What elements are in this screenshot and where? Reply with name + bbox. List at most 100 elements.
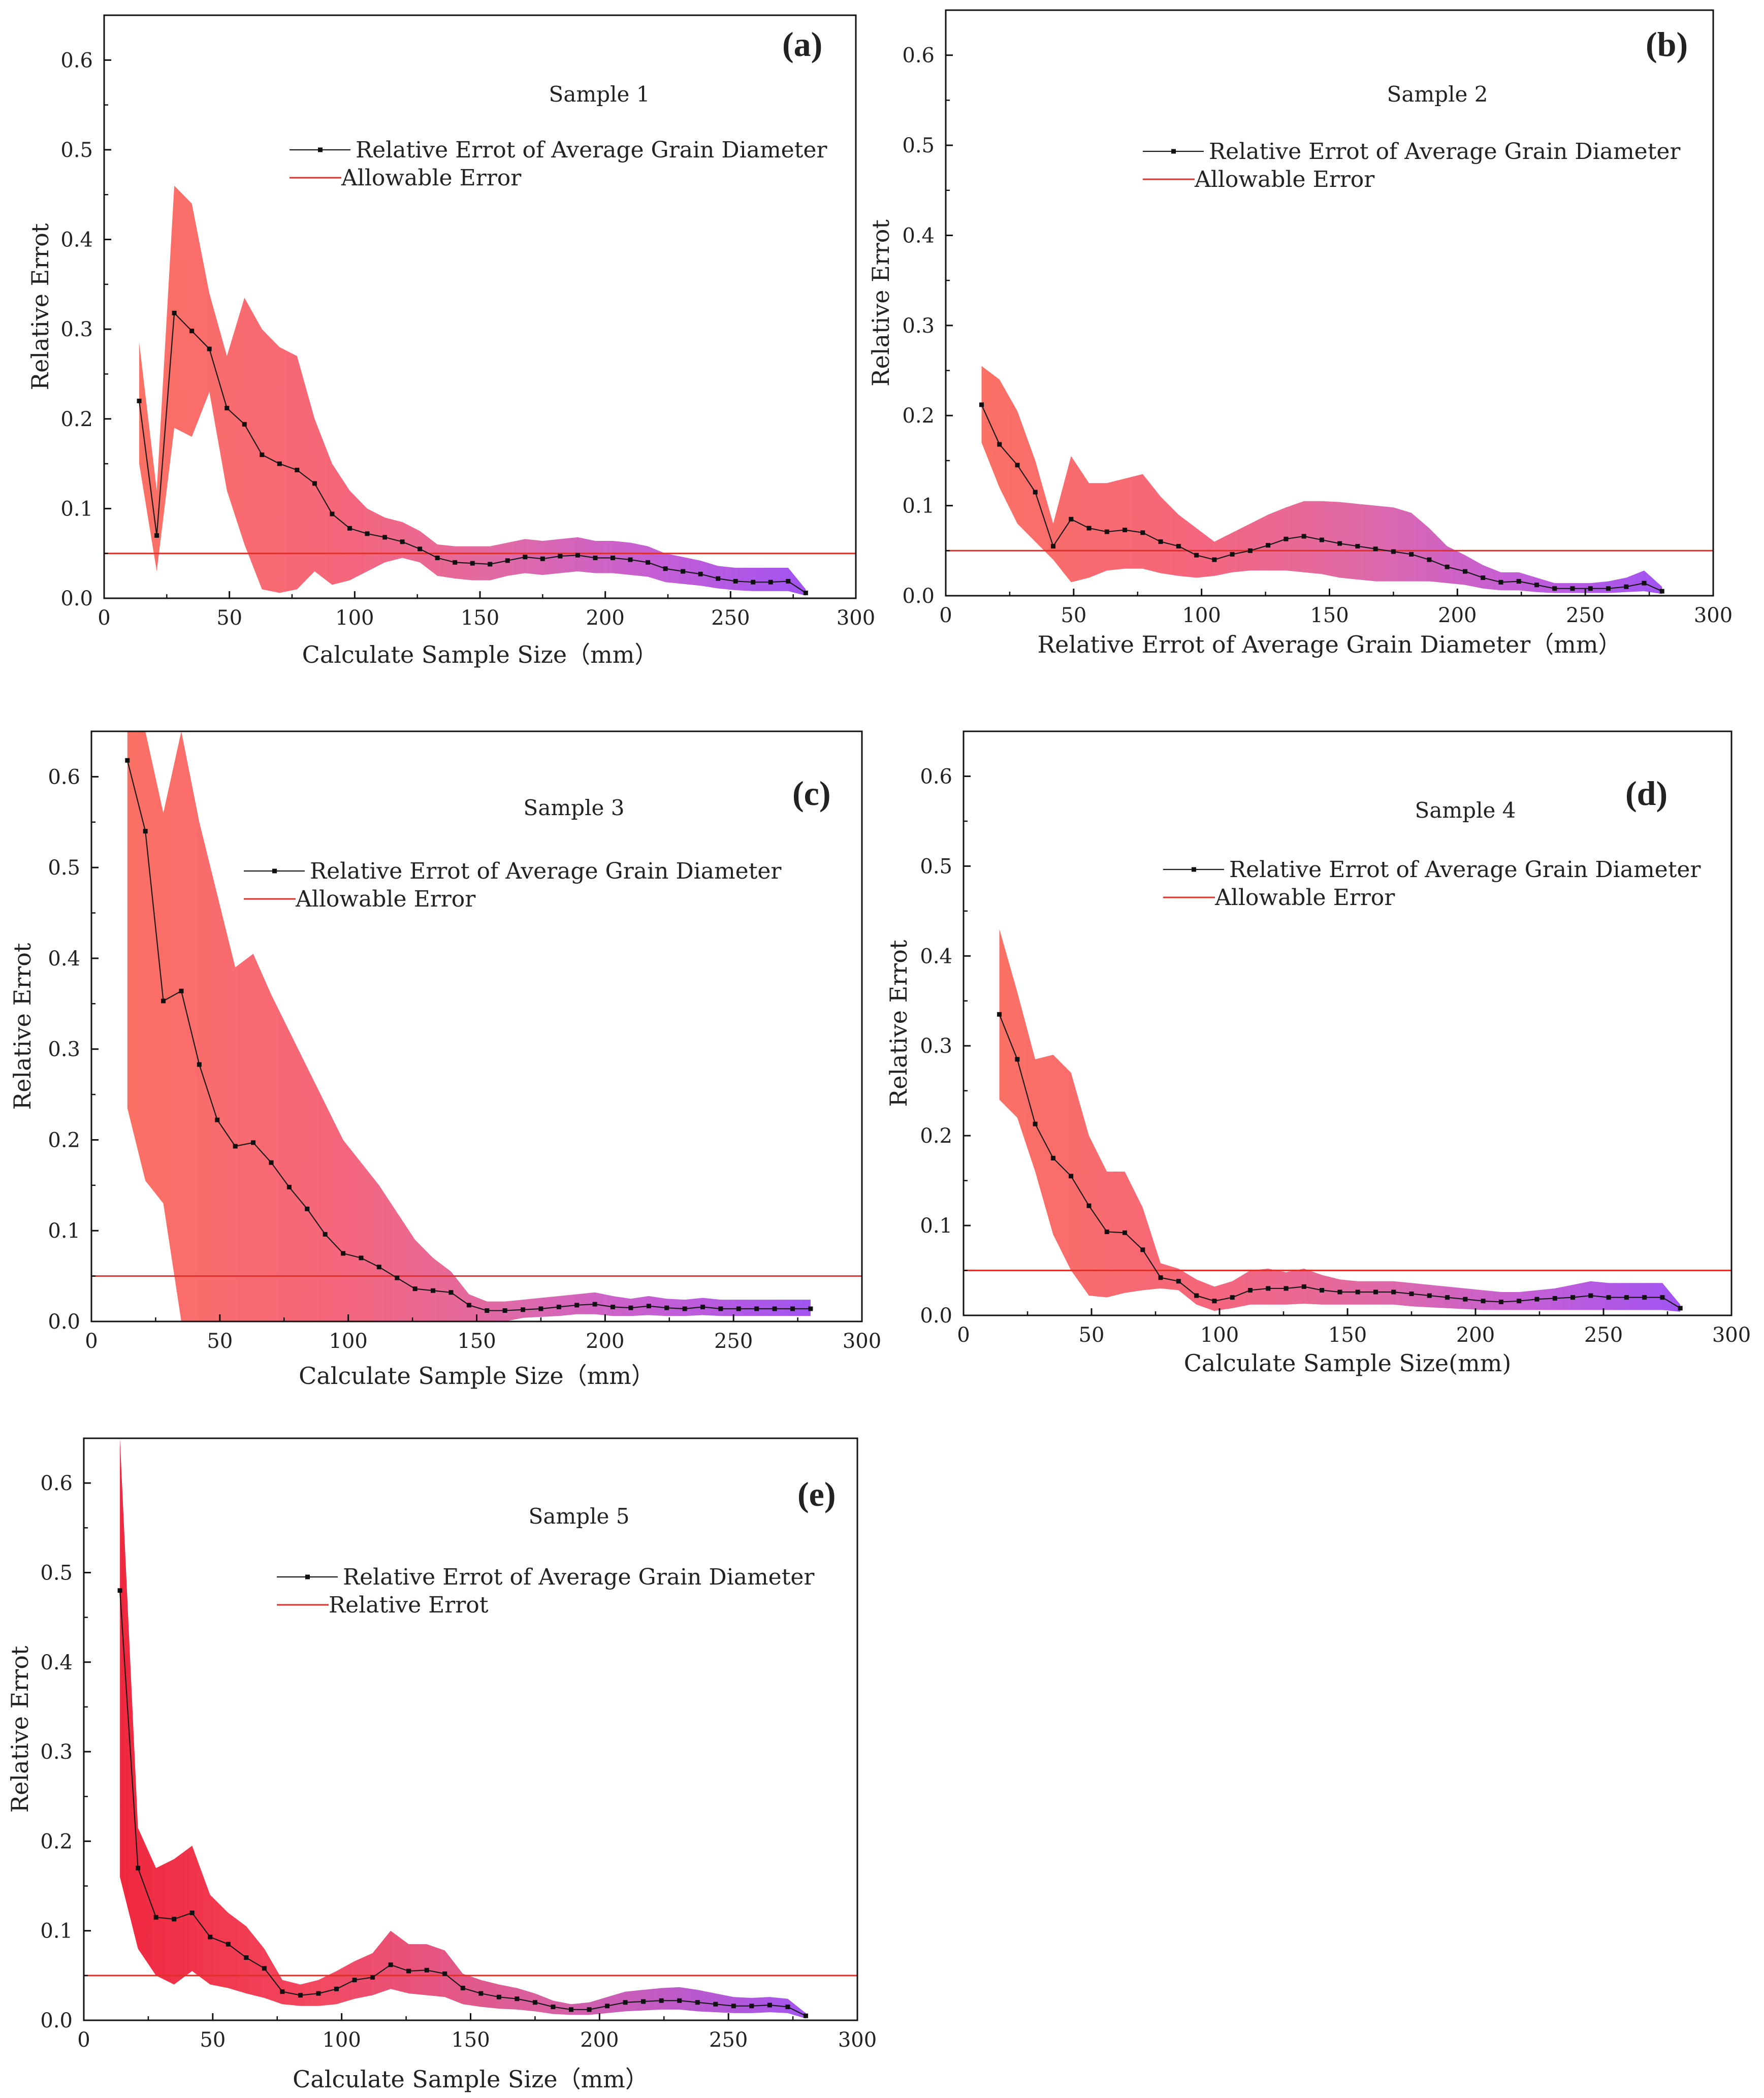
data-point bbox=[641, 1999, 646, 2004]
data-point bbox=[1355, 1289, 1360, 1295]
data-point bbox=[785, 2005, 790, 2010]
data-point bbox=[269, 1160, 274, 1165]
y-tick-label: 0.2 bbox=[60, 408, 93, 431]
data-point bbox=[997, 442, 1002, 447]
data-point bbox=[515, 1996, 520, 2002]
data-point bbox=[442, 1971, 447, 1976]
chart-panel-4: 0 50 100 150 200 250 300 0.0 0.1 0.2 0.3 0.4 0.5 0.6 C… bbox=[885, 730, 1751, 1377]
x-tick-label: 300 bbox=[1712, 1324, 1751, 1347]
data-point bbox=[1284, 1286, 1289, 1291]
legend-entry-allowable: Allowable Error bbox=[295, 886, 476, 912]
y-tick-label: 0.3 bbox=[60, 318, 93, 341]
data-point bbox=[1266, 1286, 1271, 1291]
legend-series-marker bbox=[318, 147, 323, 152]
legend-series-marker bbox=[1171, 149, 1176, 154]
legend-entry-series: Relative Errot of Average Grain Diameter bbox=[343, 1564, 815, 1590]
x-tick-label: 300 bbox=[838, 2028, 877, 2052]
x-tick-label: 100 bbox=[1182, 604, 1221, 627]
data-point bbox=[1498, 1299, 1503, 1304]
data-point bbox=[1194, 1293, 1199, 1298]
data-point bbox=[280, 1989, 285, 1994]
data-point bbox=[628, 557, 633, 562]
data-point bbox=[751, 579, 756, 585]
data-point bbox=[312, 481, 317, 486]
data-point bbox=[1445, 1295, 1450, 1300]
data-point bbox=[1212, 557, 1217, 562]
error-band bbox=[999, 929, 1681, 1312]
data-point bbox=[540, 556, 545, 561]
data-point bbox=[575, 553, 580, 558]
legend: Relative Errot of Average Grain Diameter… bbox=[277, 1564, 815, 1618]
data-point bbox=[435, 556, 440, 561]
data-point bbox=[1534, 583, 1539, 588]
x-tick-label: 0 bbox=[939, 604, 952, 627]
data-point bbox=[623, 2000, 628, 2005]
data-point bbox=[1051, 543, 1056, 548]
legend-series-marker bbox=[272, 868, 277, 874]
data-point bbox=[698, 571, 703, 576]
data-point bbox=[803, 2013, 808, 2018]
y-tick-label: 0.5 bbox=[60, 139, 93, 162]
data-point bbox=[233, 1144, 238, 1149]
data-point bbox=[502, 1308, 507, 1313]
x-tick-label: 50 bbox=[216, 606, 242, 630]
data-point bbox=[790, 1306, 795, 1311]
data-point bbox=[305, 1206, 310, 1211]
data-point bbox=[646, 1304, 651, 1309]
data-point bbox=[733, 578, 738, 584]
data-point bbox=[370, 1975, 375, 1980]
data-point bbox=[677, 1998, 682, 2003]
data-point bbox=[1445, 564, 1450, 569]
data-point bbox=[215, 1117, 220, 1122]
y-tick-label: 0.2 bbox=[40, 1830, 73, 1853]
data-point bbox=[1552, 1296, 1557, 1301]
x-tick-label: 300 bbox=[837, 606, 875, 630]
data-point bbox=[117, 1588, 122, 1593]
data-point bbox=[153, 1915, 158, 1920]
data-point bbox=[997, 1012, 1002, 1017]
error-band bbox=[981, 366, 1662, 594]
x-tick-label: 100 bbox=[322, 2028, 361, 2052]
data-point bbox=[334, 1986, 339, 1991]
data-point bbox=[1642, 1295, 1647, 1300]
legend-entry-allowable: Allowable Error bbox=[1214, 885, 1395, 911]
x-axis-label: Calculate Sample Size(mm) bbox=[1184, 1349, 1512, 1377]
data-point bbox=[418, 546, 423, 552]
x-tick-label: 200 bbox=[586, 606, 624, 630]
data-point bbox=[189, 1910, 195, 1915]
x-tick-label: 300 bbox=[1694, 604, 1733, 627]
data-point bbox=[1516, 579, 1521, 584]
data-point bbox=[1050, 1155, 1055, 1160]
panel-letter: (c) bbox=[792, 774, 830, 813]
data-point bbox=[1391, 549, 1396, 554]
x-tick-label: 250 bbox=[714, 1330, 753, 1353]
data-point bbox=[1176, 1279, 1181, 1284]
data-point bbox=[1498, 579, 1503, 585]
panel-letter: (e) bbox=[797, 1475, 836, 1513]
data-point bbox=[979, 402, 984, 407]
data-point bbox=[551, 2005, 556, 2010]
data-point bbox=[1624, 1295, 1629, 1300]
y-tick-label: 0.0 bbox=[48, 1310, 80, 1334]
data-point bbox=[395, 1275, 400, 1280]
data-point bbox=[1570, 586, 1575, 591]
panel-letter: (d) bbox=[1625, 774, 1667, 813]
sample-title: Sample 1 bbox=[549, 82, 650, 107]
data-point bbox=[485, 1308, 490, 1313]
y-tick-label: 0.6 bbox=[902, 44, 935, 68]
data-point bbox=[1606, 586, 1611, 591]
data-point bbox=[1122, 528, 1128, 533]
data-point bbox=[1534, 1297, 1540, 1302]
data-point bbox=[1588, 586, 1593, 591]
data-point bbox=[1642, 580, 1647, 586]
data-point bbox=[593, 556, 598, 561]
data-point bbox=[1660, 1295, 1665, 1300]
sample-title: Sample 4 bbox=[1415, 798, 1516, 823]
data-point bbox=[1678, 1306, 1683, 1311]
y-tick-label: 0.4 bbox=[48, 947, 80, 971]
data-point bbox=[808, 1306, 813, 1311]
data-point bbox=[1481, 1299, 1486, 1304]
data-point bbox=[1015, 1057, 1020, 1062]
data-point bbox=[382, 535, 388, 540]
